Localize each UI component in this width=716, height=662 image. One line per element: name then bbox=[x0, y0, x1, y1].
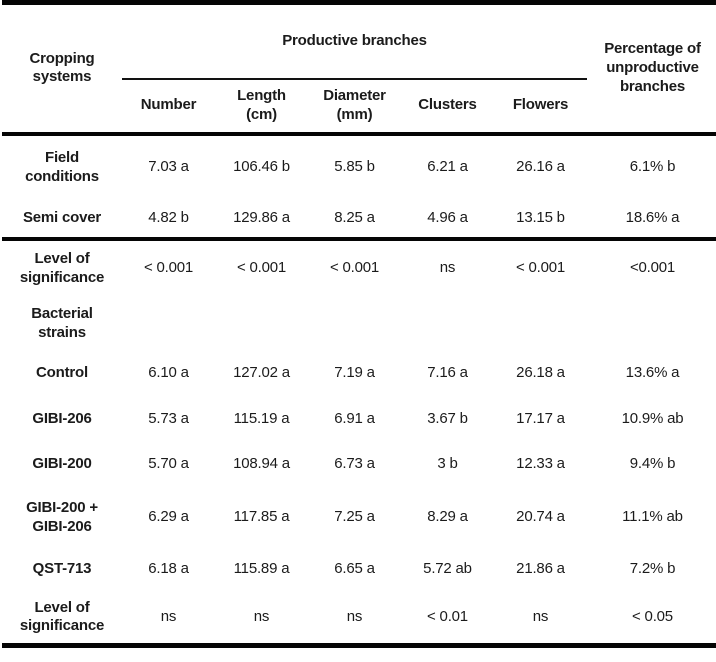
table-cell: 7.16 a bbox=[427, 364, 468, 382]
table-row: Level of significance < 0.001 < 0.001 < … bbox=[2, 239, 716, 297]
table-row: GIBI-200 + GIBI-206 6.29 a 117.85 a 7.25… bbox=[2, 488, 716, 548]
table-cell: 129.86 a bbox=[215, 199, 308, 241]
table-cell: 7.19 a bbox=[334, 364, 375, 382]
row-label: GIBI-200 bbox=[32, 455, 92, 473]
table-cell: 6.10 a bbox=[148, 364, 189, 382]
table-cell: 106.46 b bbox=[233, 158, 290, 176]
table-cell: < 0.001 bbox=[236, 259, 287, 277]
table-cell: 115.19 a bbox=[233, 409, 290, 427]
table-cell: ns bbox=[439, 259, 456, 277]
column-header-length: Length (cm) bbox=[215, 78, 308, 136]
table-cell: ns bbox=[346, 607, 363, 625]
table-cell: 10.9% ab bbox=[621, 409, 684, 427]
column-header-percentage-unproductive: Percentage of unproductive branches bbox=[587, 2, 716, 136]
table-cell: 6.1% b bbox=[629, 158, 676, 176]
table-cell: 4.82 b bbox=[122, 199, 215, 241]
table-row: Level of significance ns ns ns < 0.01 ns… bbox=[2, 592, 716, 646]
row-label: GIBI-206 bbox=[32, 409, 92, 427]
table-cell bbox=[587, 297, 716, 351]
table-row: QST-713 6.18 a 115.89 a 6.65 a 5.72 ab 2… bbox=[2, 548, 716, 592]
table-cell: < 0.01 bbox=[427, 607, 468, 625]
table-row: Control 6.10 a 127.02 a 7.19 a 7.16 a 26… bbox=[2, 351, 716, 397]
table-row: Field conditions 7.03 a 106.46 b 5.85 b … bbox=[2, 134, 716, 200]
table-cell: 8.29 a bbox=[427, 508, 468, 526]
table-cell: 6.73 a bbox=[334, 455, 375, 473]
table-cell: 5.73 a bbox=[148, 409, 189, 427]
table-cell: 7.03 a bbox=[148, 158, 189, 176]
table-cell bbox=[494, 297, 587, 351]
row-label: GIBI-200 + GIBI-206 bbox=[26, 498, 98, 535]
row-label: QST-713 bbox=[32, 560, 92, 578]
table-cell bbox=[215, 297, 308, 351]
table-cell: 108.94 a bbox=[233, 455, 290, 473]
table-cell: 26.16 a bbox=[516, 158, 565, 176]
corner-header-cropping-systems: Cropping systems bbox=[2, 2, 122, 136]
table-cell: 4.96 a bbox=[401, 199, 494, 241]
table-row: GIBI-200 5.70 a 108.94 a 6.73 a 3 b 12.3… bbox=[2, 442, 716, 488]
table-cell: 7.2% b bbox=[629, 560, 676, 578]
table-cell: 6.21 a bbox=[427, 158, 468, 176]
table-cell: 5.85 b bbox=[334, 158, 375, 176]
table-cell: 13.6% a bbox=[625, 364, 680, 382]
row-label: Control bbox=[36, 364, 88, 382]
table-cell: 8.25 a bbox=[308, 199, 401, 241]
table-cell: 21.86 a bbox=[516, 560, 565, 578]
table-cell: 127.02 a bbox=[233, 364, 290, 382]
table-cell: 6.29 a bbox=[148, 508, 189, 526]
table-cell: < 0.001 bbox=[143, 259, 194, 277]
table-cell: 5.72 ab bbox=[423, 560, 472, 578]
table-cell: 13.15 b bbox=[494, 199, 587, 241]
table-cell: < 0.05 bbox=[632, 607, 673, 625]
column-header-diameter: Diameter (mm) bbox=[308, 78, 401, 136]
table-cell: < 0.001 bbox=[515, 259, 566, 277]
table-cell: 6.65 a bbox=[334, 560, 375, 578]
table-row: Bacterial strains bbox=[2, 297, 716, 351]
column-header-flowers: Flowers bbox=[494, 78, 587, 136]
table-cell bbox=[401, 297, 494, 351]
table-cell: 20.74 a bbox=[516, 508, 565, 526]
table-cell: 17.17 a bbox=[516, 409, 565, 427]
table-cell: 18.6% a bbox=[587, 199, 716, 241]
table-cell: 117.85 a bbox=[233, 508, 290, 526]
table-cell bbox=[308, 297, 401, 351]
table-cell: ns bbox=[160, 607, 177, 625]
table-cell: 3.67 b bbox=[427, 409, 468, 427]
data-table: Cropping systems Productive branches Per… bbox=[2, 0, 716, 648]
table-cell: 26.18 a bbox=[516, 364, 565, 382]
table-row: Semi cover 4.82 b 129.86 a 8.25 a 4.96 a… bbox=[2, 199, 716, 241]
table-cell bbox=[122, 297, 215, 351]
row-label: Level of significance bbox=[19, 249, 105, 286]
table-cell: ns bbox=[532, 607, 549, 625]
row-label: Semi cover bbox=[2, 199, 122, 241]
table-cell: 6.91 a bbox=[334, 409, 375, 427]
table-cell: 115.89 a bbox=[233, 560, 290, 578]
group-header-productive-branches: Productive branches bbox=[122, 2, 587, 80]
column-header-clusters: Clusters bbox=[401, 78, 494, 136]
table-cell: 7.25 a bbox=[334, 508, 375, 526]
section-header-bacterial-strains: Bacterial strains bbox=[31, 304, 93, 341]
table-cell: <0.001 bbox=[629, 259, 676, 277]
table-cell: 11.1% ab bbox=[622, 508, 683, 526]
table-cell: 3 b bbox=[437, 455, 458, 473]
table-cell: 12.33 a bbox=[516, 455, 565, 473]
table-row: GIBI-206 5.73 a 115.19 a 6.91 a 3.67 b 1… bbox=[2, 397, 716, 442]
table-cell: ns bbox=[253, 607, 270, 625]
column-header-number: Number bbox=[122, 78, 215, 136]
table-cell: 5.70 a bbox=[148, 455, 189, 473]
table-cell: 9.4% b bbox=[629, 455, 676, 473]
row-label: Field conditions bbox=[25, 148, 99, 185]
table-cell: < 0.001 bbox=[329, 259, 380, 277]
row-label: Level of significance bbox=[19, 598, 105, 635]
table-cell: 6.18 a bbox=[148, 560, 189, 578]
